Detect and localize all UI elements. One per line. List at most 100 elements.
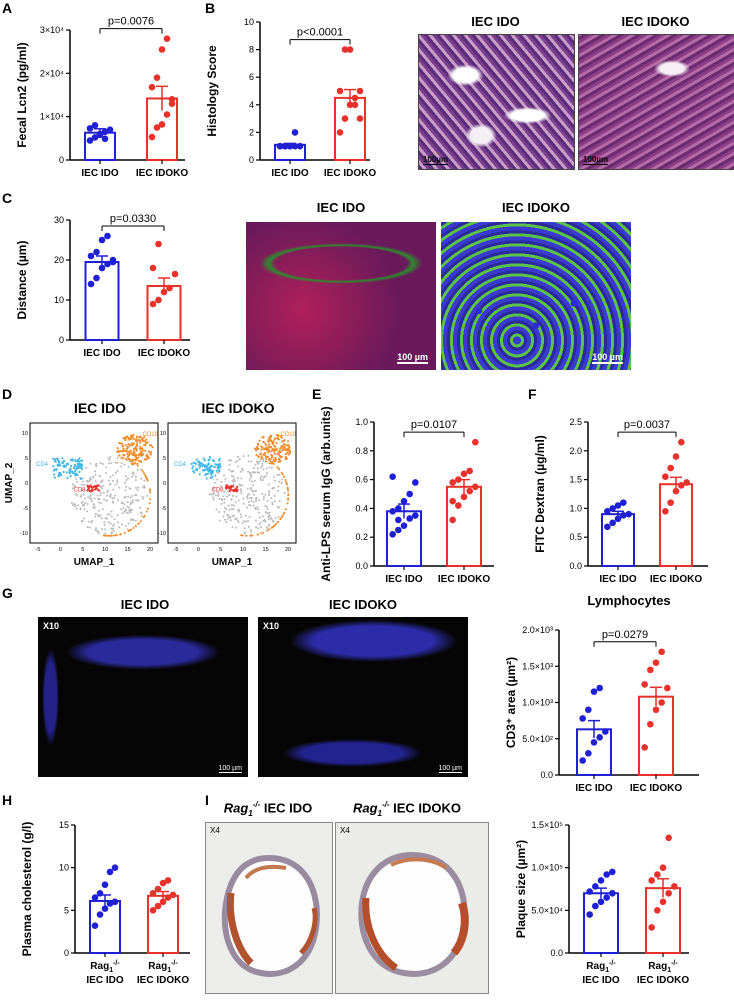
data-point <box>620 499 627 506</box>
umap-idoko: CD19 CD4 CD8 -5 0 5 10 15 20 10 5 0 -5 -10 UMAP_1 <box>158 422 297 568</box>
umap-point-other <box>116 521 119 524</box>
umap-point-other <box>99 502 102 505</box>
umap-point-cd19-rim <box>148 502 151 505</box>
umap-point-other <box>255 499 258 502</box>
umap-point-other <box>127 506 130 509</box>
umap-point-other <box>100 480 103 483</box>
umap-title-ido: IEC IDO <box>73 400 127 416</box>
umap-title-idoko: IEC IDOKO <box>201 400 275 416</box>
umap-label-cd4: CD4 <box>36 462 49 468</box>
data-point <box>341 115 349 122</box>
umap-x-tick: -5 <box>174 547 179 553</box>
data-point <box>412 479 419 486</box>
umap-point-cd19 <box>149 453 152 456</box>
umap-point-other <box>112 523 115 526</box>
umap-point-cd19 <box>122 457 125 460</box>
umap-point-other <box>272 520 275 523</box>
umap-point-other <box>259 521 262 524</box>
umap-point-other <box>127 477 130 480</box>
umap-point-other <box>265 511 268 514</box>
umap-point-cd19 <box>131 463 134 466</box>
panel-letter-g: G <box>2 585 13 601</box>
umap-point-other <box>274 479 277 482</box>
data-point <box>648 924 655 931</box>
umap-point-other <box>136 488 139 491</box>
y-axis-label: Histology Score <box>205 45 219 137</box>
umap-point-other <box>93 504 96 507</box>
umap-point-cd19 <box>281 440 284 443</box>
data-point <box>101 128 109 136</box>
y-axis-label: Fecal Lcn2 (pg/ml) <box>15 42 29 147</box>
data-point <box>472 483 479 491</box>
umap-point-cd4 <box>55 468 58 471</box>
data-point <box>86 125 94 132</box>
umap-point-other <box>237 508 240 511</box>
umap-point-other <box>223 518 226 521</box>
umap-point-cd4 <box>218 459 221 462</box>
y-tick-label: 2 <box>249 127 254 137</box>
umap-point-other <box>122 506 125 509</box>
data-point <box>641 681 648 688</box>
image-title-b-right: IEC IDOKO <box>621 14 690 29</box>
umap-point-cd19 <box>139 454 143 457</box>
x-tick-label-sub: 1 <box>605 967 609 974</box>
umap-point-cd4 <box>197 463 201 466</box>
umap-point-other <box>222 515 225 518</box>
y-tick-label: 2.0 <box>569 446 582 456</box>
umap-point-cd19 <box>138 447 142 450</box>
data-point <box>449 479 456 486</box>
data-point <box>604 523 611 531</box>
x-tick-label: IEC IDO <box>575 783 612 794</box>
umap-point-other <box>113 518 116 521</box>
umap-point-other <box>130 509 133 512</box>
umap-point-other <box>241 484 244 487</box>
umap-point-other <box>268 524 271 527</box>
data-point <box>585 706 592 714</box>
data-point <box>678 438 685 446</box>
data-point <box>154 902 162 910</box>
umap-point-cd19 <box>281 449 284 452</box>
umap-point-cd19 <box>264 451 267 455</box>
umap-point-other <box>81 501 84 504</box>
x-tick-label: IEC IDOKO <box>637 975 689 986</box>
umap-point-other <box>248 516 251 519</box>
umap-point-cd4 <box>218 469 221 473</box>
umap-point-other <box>277 485 280 488</box>
umap-point-other <box>111 479 114 482</box>
umap-point-other <box>117 499 120 502</box>
umap-point-cd19 <box>139 450 142 453</box>
umap-point-other <box>265 526 268 529</box>
umap-x-tick: 15 <box>125 547 131 553</box>
umap-point-other <box>247 525 250 528</box>
y-tick-label: 0.8 <box>355 446 368 456</box>
data-point <box>603 871 610 878</box>
umap-point-other <box>259 516 262 519</box>
umap-point-other <box>274 517 277 520</box>
umap-point-other <box>262 476 265 479</box>
umap-point-cd8 <box>232 490 236 493</box>
umap-point-other <box>136 468 139 471</box>
umap-point-other <box>268 511 271 514</box>
umap-point-cd19-rim <box>274 524 277 527</box>
umap-point-other <box>114 461 117 464</box>
umap-point-other <box>260 526 263 529</box>
umap-point-other <box>118 486 121 489</box>
umap-point-other <box>268 490 271 493</box>
umap-point-other <box>74 492 77 495</box>
data-point <box>106 900 114 907</box>
y-tick-label: 0.6 <box>355 475 368 485</box>
umap-point-other <box>109 455 112 458</box>
y-tick-label: 5.0×10² <box>522 734 553 744</box>
umap-point-other <box>237 455 240 458</box>
umap-point-cd19-rim <box>146 507 149 510</box>
umap-point-other <box>220 480 223 483</box>
umap-point-cd19-rim <box>102 534 105 537</box>
umap-point-cd4 <box>76 466 80 469</box>
umap-point-cd19 <box>283 446 286 449</box>
umap-point-cd19 <box>142 453 145 456</box>
data-point <box>596 684 603 692</box>
data-point <box>101 881 109 889</box>
umap-point-cd19 <box>274 456 277 459</box>
umap-point-cd8 <box>87 486 91 490</box>
umap-point-other <box>242 455 245 458</box>
